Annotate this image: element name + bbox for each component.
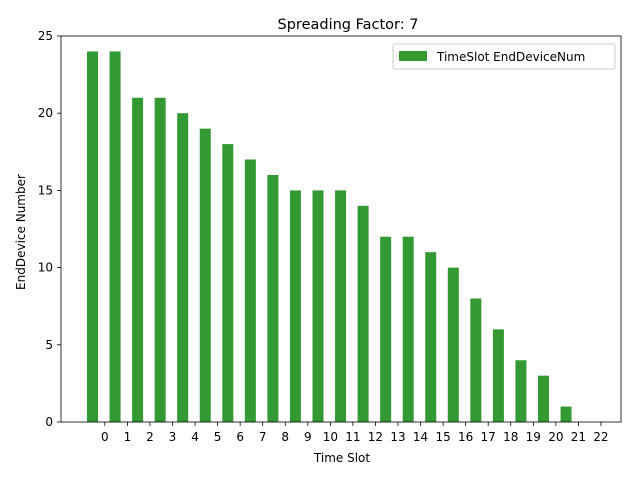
bar-20 (538, 375, 549, 422)
bar-3 (154, 97, 166, 422)
x-tick-label: 0 (101, 430, 109, 444)
plot-border (60, 35, 622, 423)
x-tick-label: 19 (526, 430, 541, 444)
bar-9 (289, 190, 301, 422)
chart-title: Spreading Factor: 7 (278, 17, 419, 33)
bar-6 (222, 144, 234, 422)
x-tick-label: 4 (191, 430, 199, 444)
bar-7 (244, 159, 256, 422)
bar-5 (199, 128, 211, 422)
x-tick-label: 1 (124, 430, 132, 444)
bar-15 (425, 252, 437, 422)
y-tick-label: 15 (38, 183, 53, 197)
x-tick-label: 13 (390, 430, 405, 444)
x-tick-label: 14 (413, 430, 428, 444)
x-tick-label: 11 (345, 430, 360, 444)
x-tick-label: 10 (323, 430, 338, 444)
bar-12 (357, 205, 369, 422)
y-axis-label: EndDevice Number (14, 174, 28, 290)
x-axis-label: Time Slot (313, 451, 370, 465)
x-tick-label: 16 (458, 430, 473, 444)
legend: TimeSlot EndDeviceNum (392, 43, 616, 70)
bars-group (87, 51, 572, 422)
x-tick-label: 6 (236, 430, 244, 444)
x-tick-label: 20 (548, 430, 563, 444)
bar-0 (87, 51, 98, 422)
bar-8 (267, 174, 279, 422)
axes-frame (60, 35, 622, 423)
bar-10 (312, 190, 324, 422)
x-tick-label: 8 (281, 430, 289, 444)
y-tick-label: 5 (45, 338, 53, 352)
bar-14 (402, 236, 414, 422)
x-tick-label: 12 (368, 430, 383, 444)
y-tick-label: 25 (38, 29, 53, 43)
bar-21 (560, 406, 572, 422)
bar-2 (132, 97, 144, 422)
bar-11 (335, 190, 347, 422)
x-tick-label: 17 (481, 430, 496, 444)
bar-1 (109, 51, 121, 422)
y-axis-ticks: 0 5 10 15 20 25 (38, 29, 61, 429)
bar-4 (177, 113, 189, 422)
x-tick-label: 9 (304, 430, 312, 444)
x-tick-label: 22 (593, 430, 608, 444)
x-tick-label: 15 (435, 430, 450, 444)
x-tick-label: 7 (259, 430, 267, 444)
y-tick-label: 20 (38, 106, 53, 120)
y-tick-label: 0 (45, 415, 53, 429)
x-tick-label: 21 (571, 430, 586, 444)
legend-swatch (399, 51, 427, 61)
legend-box (392, 43, 616, 70)
x-tick-label: 2 (146, 430, 154, 444)
x-tick-label: 5 (214, 430, 222, 444)
x-tick-label: 3 (169, 430, 177, 444)
y-tick-label: 10 (38, 261, 53, 275)
bar-13 (380, 236, 392, 422)
bar-16 (447, 267, 459, 422)
legend-label: TimeSlot EndDeviceNum (436, 50, 585, 64)
x-tick-label: 18 (503, 430, 518, 444)
x-axis-ticks: 0 1 2 3 4 5 6 7 8 9 10 11 12 13 14 15 16 17 18 19 20 21 22 (101, 422, 609, 444)
bar-18 (492, 329, 504, 422)
bar-17 (470, 298, 482, 422)
bar-19 (515, 360, 527, 422)
